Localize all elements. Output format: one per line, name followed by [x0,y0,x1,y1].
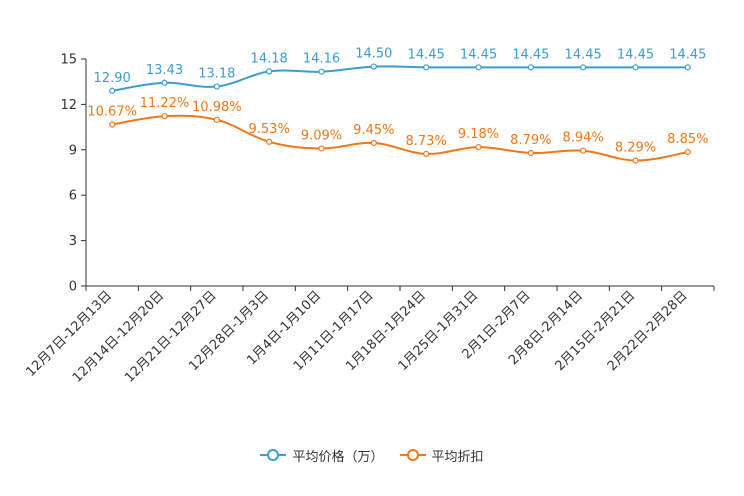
data-point-0 [423,64,430,71]
data-point-0 [475,64,482,71]
x-category-label: 12月7日-12月13日 [23,288,115,380]
data-point-1 [684,148,691,156]
data-point-0 [161,79,168,86]
data-point-0 [527,64,534,71]
data-label-1: 8.73% [406,134,447,149]
data-label-1: 9.45% [353,123,394,138]
data-point-1 [475,143,482,151]
data-point-0 [109,87,116,94]
series-line-0 [112,65,688,92]
data-point-0 [213,83,220,90]
data-point-0 [318,68,325,75]
data-label-0: 14.18 [251,51,288,66]
data-label-0: 14.50 [355,47,392,62]
data-label-0: 14.45 [617,47,654,62]
x-category-label: 12月14日-12月20日 [70,288,167,385]
legend-label-discount: 平均折扣 [431,449,484,465]
data-point-1 [527,149,534,157]
data-point-0 [580,64,587,71]
legend-label-price: 平均价格（万） [292,449,384,465]
data-label-1: 9.53% [249,122,290,137]
data-point-1 [580,147,587,154]
data-point-0 [266,68,273,75]
data-label-1: 10.98% [192,100,242,115]
data-label-0: 14.16 [303,52,340,67]
data-label-1: 8.85% [667,132,708,147]
y-tick-label: 0 [69,280,77,295]
x-category-label: 12月21日-12月27日 [122,288,219,385]
data-point-1 [318,145,325,152]
data-point-1 [423,150,430,157]
data-label-0: 14.45 [565,47,602,62]
legend-item-price[interactable]: 平均价格（万） [260,446,384,465]
y-tick-label: 9 [69,143,77,158]
data-label-1: 8.94% [563,131,604,146]
data-label-0: 14.45 [460,47,497,62]
y-tick-label: 15 [60,53,77,68]
data-point-1 [632,157,639,164]
y-tick-label: 6 [69,189,77,204]
data-label-1: 11.22% [140,96,190,111]
legend-line-circle-icon [399,449,426,461]
data-point-1 [266,138,273,145]
data-label-0: 12.90 [94,71,131,86]
data-label-1: 9.09% [301,128,342,143]
legend-item-discount[interactable]: 平均折扣 [399,446,484,465]
chart-legend: 平均价格（万） 平均折扣 [0,444,744,466]
data-label-0: 14.45 [512,47,549,62]
data-point-0 [370,63,377,70]
data-point-0 [632,64,639,71]
data-label-0: 14.45 [408,47,445,62]
data-label-1: 10.67% [87,105,137,120]
data-label-0: 14.45 [669,47,706,62]
data-label-1: 8.79% [510,133,551,148]
data-label-0: 13.43 [146,63,183,78]
data-label-1: 8.29% [615,141,656,156]
data-point-0 [684,64,691,71]
data-label-1: 9.18% [458,127,499,142]
data-point-1 [213,116,220,123]
y-tick-label: 3 [69,234,77,249]
legend-line-circle-icon [260,449,287,461]
data-point-1 [161,113,168,120]
data-point-1 [109,121,116,128]
series-line-1 [112,114,688,162]
data-point-1 [370,139,377,147]
data-label-0: 13.18 [198,67,235,82]
y-tick-label: 12 [60,98,77,113]
